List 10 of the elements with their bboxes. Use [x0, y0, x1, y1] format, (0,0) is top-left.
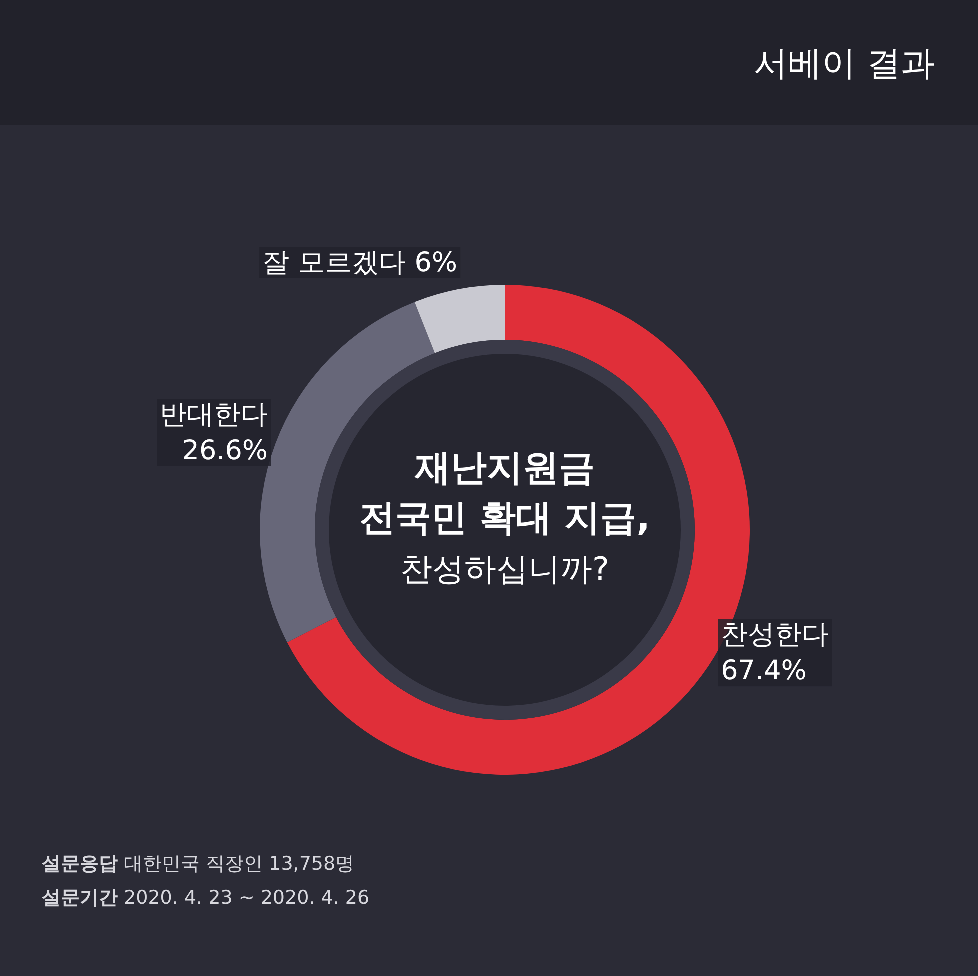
text: 서베이 결과 [754, 44, 935, 84]
slice-label: 찬성한다 [721, 620, 830, 651]
slice-label: 반대한다 [160, 399, 268, 430]
data-label: 26.6% [182, 435, 268, 466]
data-label: 67.4% [721, 656, 807, 687]
text: 설문응답 대한민국 직장인 13,758명 [42, 853, 355, 875]
text: 찬성하십니까? [400, 550, 610, 588]
slice-label: 잘 모르겠다 6% [262, 247, 458, 278]
text: 설문기간 2020. 4. 23 ~ 2020. 4. 26 [42, 887, 370, 909]
text: 재난지원금 전국민 확대 지급, [360, 448, 650, 539]
